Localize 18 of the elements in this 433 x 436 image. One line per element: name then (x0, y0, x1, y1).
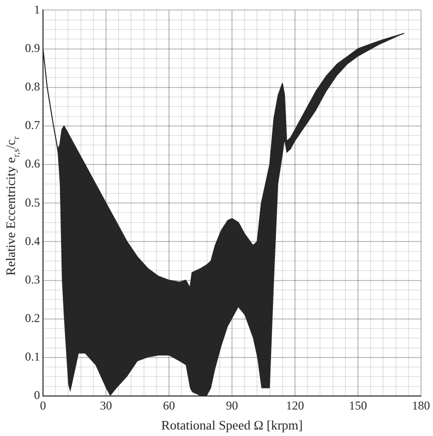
y-tick-label: 0.4 (25, 234, 40, 248)
y-tick-label: 0.2 (25, 310, 40, 325)
x-tick-label: 30 (100, 398, 112, 412)
y-tick-label: 0.3 (25, 272, 40, 286)
y-tick-label: 0.8 (25, 80, 40, 94)
x-tick-label: 90 (226, 398, 238, 412)
y-tick-label: 0.6 (25, 156, 40, 171)
y-tick-label: 0 (34, 388, 40, 402)
x-tick-label: 60 (163, 398, 175, 412)
y-tick-label: 0.9 (25, 40, 40, 55)
y-tick-label: 1 (34, 2, 40, 16)
x-tick-label: 150 (349, 398, 367, 412)
x-tick-label: 120 (286, 398, 304, 412)
x-axis-title: Rotational Speed Ω [krpm] (161, 418, 303, 433)
x-tick-label: 180 (412, 398, 430, 412)
y-tick-label: 0.7 (25, 118, 40, 132)
y-tick-label: 0.1 (25, 350, 40, 364)
y-tick-label: 0.5 (25, 195, 40, 210)
